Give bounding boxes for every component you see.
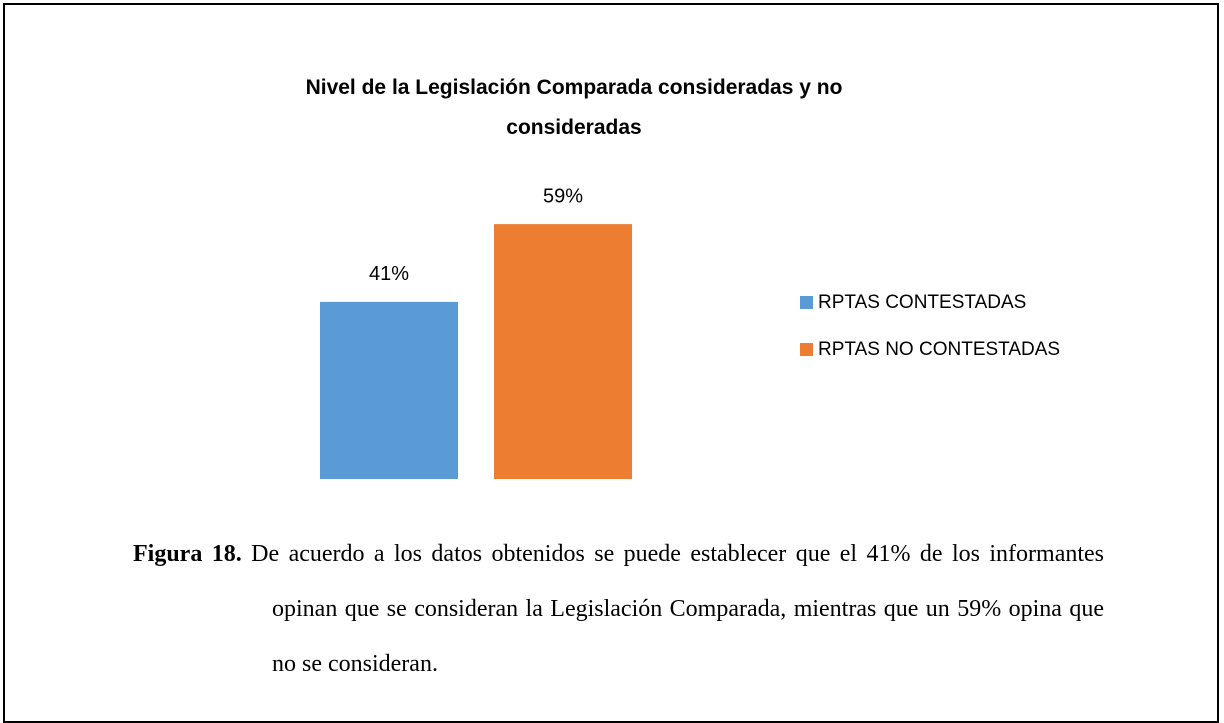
data-label: 59% bbox=[543, 185, 583, 207]
caption: Figura 18. De acuerdo a los datos obteni… bbox=[133, 527, 1104, 692]
caption-label: Figura 18. bbox=[133, 541, 242, 567]
legend-label: RPTAS NO CONTESTADAS bbox=[818, 339, 1060, 360]
legend-swatch bbox=[800, 296, 813, 309]
legend-swatch bbox=[800, 343, 813, 356]
caption-text: De acuerdo a los datos obtenidos se pued… bbox=[251, 541, 1105, 677]
chart: Nivel de la Legislación Comparada consid… bbox=[306, 76, 1060, 479]
bar bbox=[320, 301, 458, 479]
bar bbox=[494, 224, 632, 479]
legend-label: RPTAS CONTESTADAS bbox=[818, 292, 1026, 313]
chart-title: Nivel de la Legislación Comparada consid… bbox=[306, 76, 843, 139]
data-label: 41% bbox=[369, 263, 409, 285]
